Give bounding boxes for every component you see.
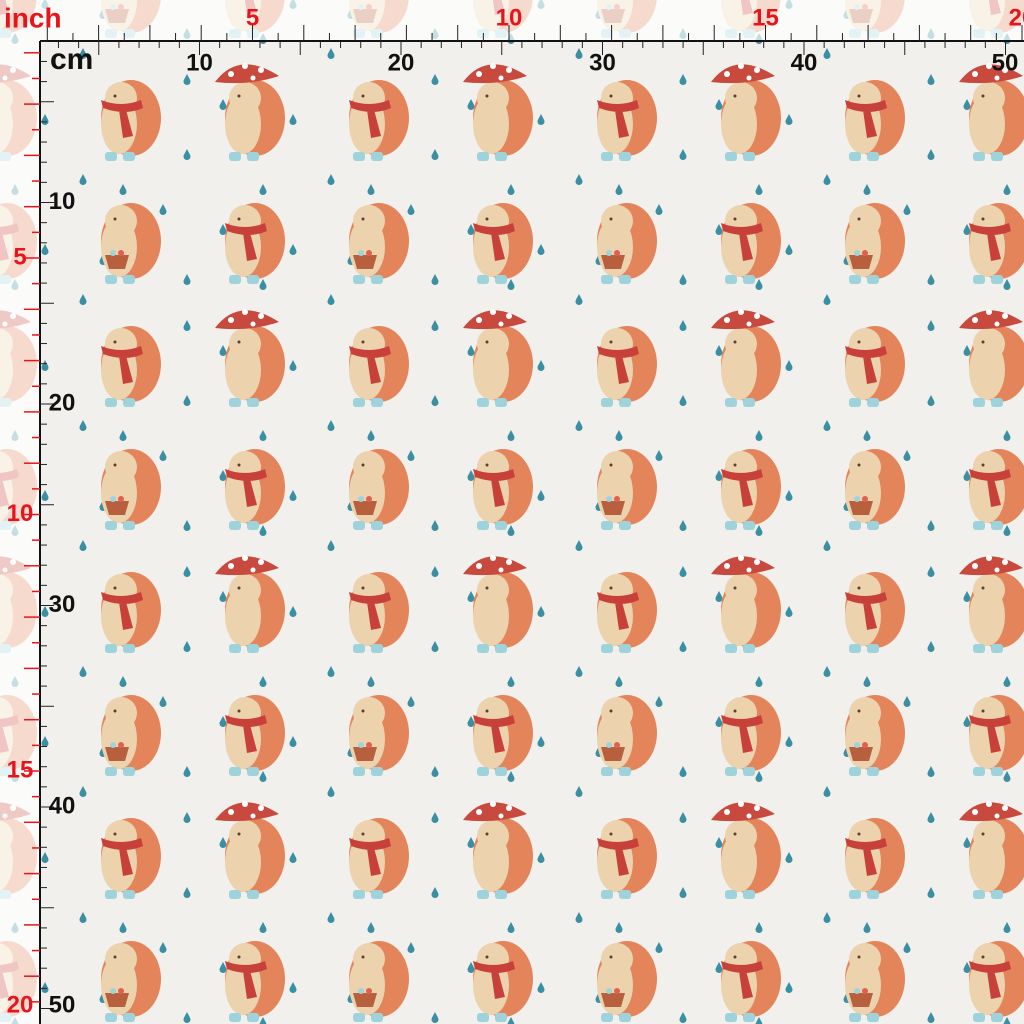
inch-label: 5 [246,4,259,31]
cm-label: 50 [992,49,1019,76]
inch-label: 15 [7,756,34,783]
ruler-ticks [24,25,1023,1009]
cm-label: 10 [49,188,76,215]
left-ruler [0,41,40,1024]
inch-label: 15 [752,4,779,31]
cm-label: 40 [791,49,818,76]
inch-label: 10 [496,4,523,31]
top-ruler [0,0,1024,41]
cm-unit: cm [50,43,93,76]
cm-label: 20 [388,49,415,76]
inch-label: 20 [1009,4,1024,31]
cm-label: 20 [49,389,76,416]
cm-label: 50 [49,991,76,1018]
inch-label: 10 [7,500,34,527]
inch-unit: inch [4,2,62,33]
cm-label: 10 [186,49,213,76]
inch-label: 5 [13,243,26,270]
inch-label: 20 [7,991,34,1018]
cm-label: 30 [49,591,76,618]
cm-label: 40 [49,792,76,819]
cm-label: 30 [589,49,616,76]
